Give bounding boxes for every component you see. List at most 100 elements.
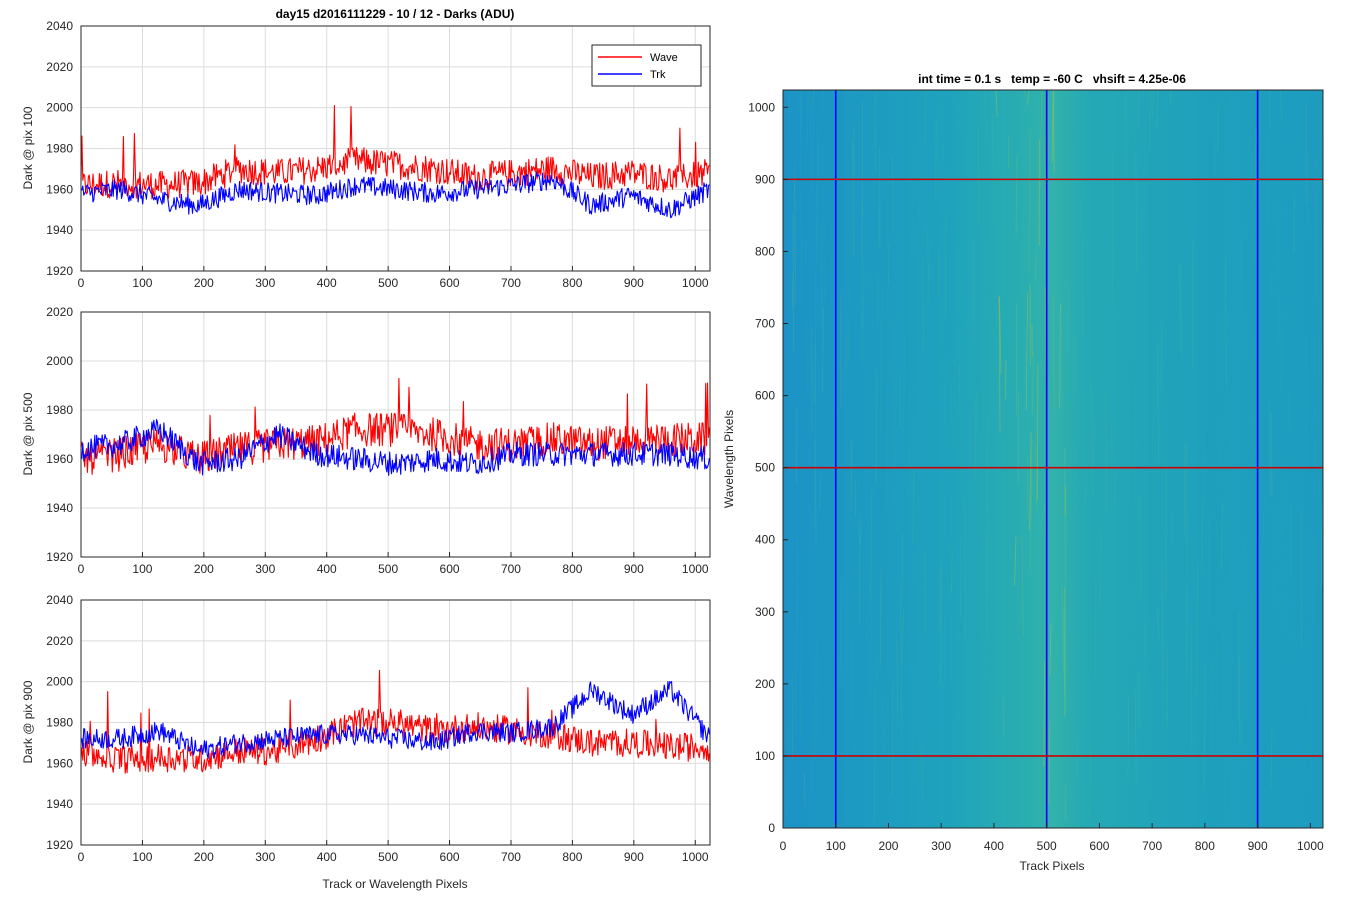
- heatmap-streak: [804, 238, 807, 269]
- heatmap-streak: [894, 402, 896, 469]
- heatmap-panel: int time = 0.1 s temp = -60 C vhsift = 4…: [722, 72, 1324, 873]
- heatmap-streak: [1270, 411, 1273, 496]
- trk-series: [80, 681, 710, 760]
- heatmap-streak: [1155, 217, 1158, 355]
- heatmap-streak: [1151, 89, 1155, 118]
- heatmap-streak: [853, 734, 856, 771]
- heatmap-streak: [1105, 392, 1107, 510]
- heatmap-streak: [814, 338, 817, 404]
- heatmap-streak: [1311, 532, 1313, 626]
- x-tick-label: 400: [317, 562, 337, 576]
- heatmap-streak: [1097, 263, 1100, 345]
- heatmap-streak: [937, 89, 940, 230]
- heatmap-streak: [851, 89, 854, 103]
- heatmap-streak: [800, 619, 802, 735]
- heatmap-streak: [850, 441, 853, 510]
- heatmap-streak: [1085, 281, 1088, 384]
- heatmap-streak: [794, 178, 797, 306]
- heatmap-streak: [1083, 166, 1086, 229]
- x-tick-label: 600: [1089, 839, 1109, 853]
- heatmap-streak: [844, 336, 848, 373]
- heatmap-streak: [1195, 562, 1199, 697]
- heatmap-streak: [1308, 629, 1310, 758]
- heatmap-streak: [1029, 455, 1032, 571]
- x-axis-label: Track or Wavelength Pixels: [322, 877, 467, 891]
- heatmap-streak: [908, 450, 910, 504]
- x-tick-label: 0: [78, 276, 85, 290]
- x-tick-label: 500: [1037, 839, 1057, 853]
- heatmap-streak: [1127, 383, 1130, 504]
- heatmap-streak: [1135, 152, 1138, 271]
- x-tick-label: 500: [378, 850, 398, 864]
- heatmap-streak: [1245, 542, 1248, 636]
- legend: Wave Trk: [591, 44, 702, 87]
- heatmap-streak: [1084, 463, 1087, 504]
- wave-trace: [80, 669, 710, 774]
- heatmap-streak: [1229, 440, 1231, 580]
- x-tick-label: 900: [624, 276, 644, 290]
- heatmap-streak: [1225, 257, 1227, 390]
- heatmap-streak: [926, 89, 928, 117]
- heatmap-title: int time = 0.1 s temp = -60 C vhsift = 4…: [918, 72, 1186, 86]
- x-tick-label: 1000: [682, 562, 709, 576]
- heatmap-streak: [1239, 224, 1242, 317]
- y-tick-label: 1980: [46, 142, 73, 156]
- x-tick-labels: 0 100 200 300 400 500 600 700 800 900 1000: [78, 276, 709, 290]
- heatmap-streak: [1116, 288, 1118, 335]
- heatmap-streak: [1211, 658, 1214, 752]
- heatmap-streak: [1024, 89, 1026, 98]
- heatmap-streak: [949, 353, 951, 447]
- heatmap-streak: [1185, 442, 1188, 579]
- heatmap-streak: [1036, 364, 1039, 501]
- x-tick-labels: 0 100 200 300 400 500 600 700 800 900 1000: [780, 823, 1324, 853]
- y-tick-label: 2020: [46, 60, 73, 74]
- heatmap-streak: [995, 89, 998, 118]
- x-tick-label: 1000: [682, 850, 709, 864]
- heatmap-streak: [811, 707, 815, 792]
- heatmap-streak: [812, 89, 815, 106]
- heatmap-streak: [1299, 484, 1302, 573]
- x-tick-label: 700: [1142, 839, 1162, 853]
- x-tick-label: 100: [826, 839, 846, 853]
- y-tick-label: 2000: [46, 101, 73, 115]
- heatmap-streak: [1064, 447, 1066, 591]
- heatmap-streak: [983, 683, 985, 765]
- heatmap-streak: [1128, 259, 1130, 310]
- heatmap-streak: [1227, 89, 1230, 124]
- heatmap-streak: [1128, 114, 1131, 241]
- heatmap-streak: [1113, 664, 1116, 804]
- x-tick-label: 200: [194, 850, 214, 864]
- x-tick-label: 500: [378, 276, 398, 290]
- heatmap-streak: [1091, 381, 1093, 497]
- heatmap-streak: [964, 501, 966, 641]
- heatmap-streak: [1235, 347, 1238, 419]
- heatmap-streak: [1014, 536, 1017, 586]
- heatmap-streak: [886, 388, 889, 508]
- heatmap-streak: [1165, 460, 1167, 598]
- heatmap-streak: [1085, 341, 1088, 391]
- heatmap-streak: [864, 228, 867, 349]
- heatmap-streak: [849, 397, 852, 496]
- heatmap-streak: [1139, 497, 1142, 598]
- heatmap-streak: [912, 467, 915, 544]
- heatmap-streak: [1072, 97, 1075, 151]
- heatmap-streak: [1220, 502, 1224, 570]
- trk-trace: [80, 418, 710, 476]
- heatmap-streak: [1035, 443, 1038, 511]
- heatmap-streak: [902, 333, 906, 453]
- legend-label-wave: Wave: [650, 52, 678, 64]
- heatmap-streak: [822, 308, 824, 391]
- heatmap-streak: [1176, 712, 1179, 827]
- heatmap-streak: [981, 124, 983, 249]
- heatmap-streak: [875, 371, 878, 484]
- heatmap-streak: [973, 521, 975, 618]
- heatmap-streak: [1278, 227, 1281, 344]
- heatmap-streak: [1157, 342, 1159, 464]
- heatmap-streak: [1220, 313, 1224, 393]
- y-tick-label: 1940: [46, 223, 73, 237]
- y-tick-label: 1960: [46, 756, 73, 770]
- heatmap-streak: [1233, 89, 1236, 99]
- heatmap-streak: [932, 726, 935, 825]
- heatmap-streak: [949, 421, 952, 564]
- heatmap-streak: [845, 619, 848, 652]
